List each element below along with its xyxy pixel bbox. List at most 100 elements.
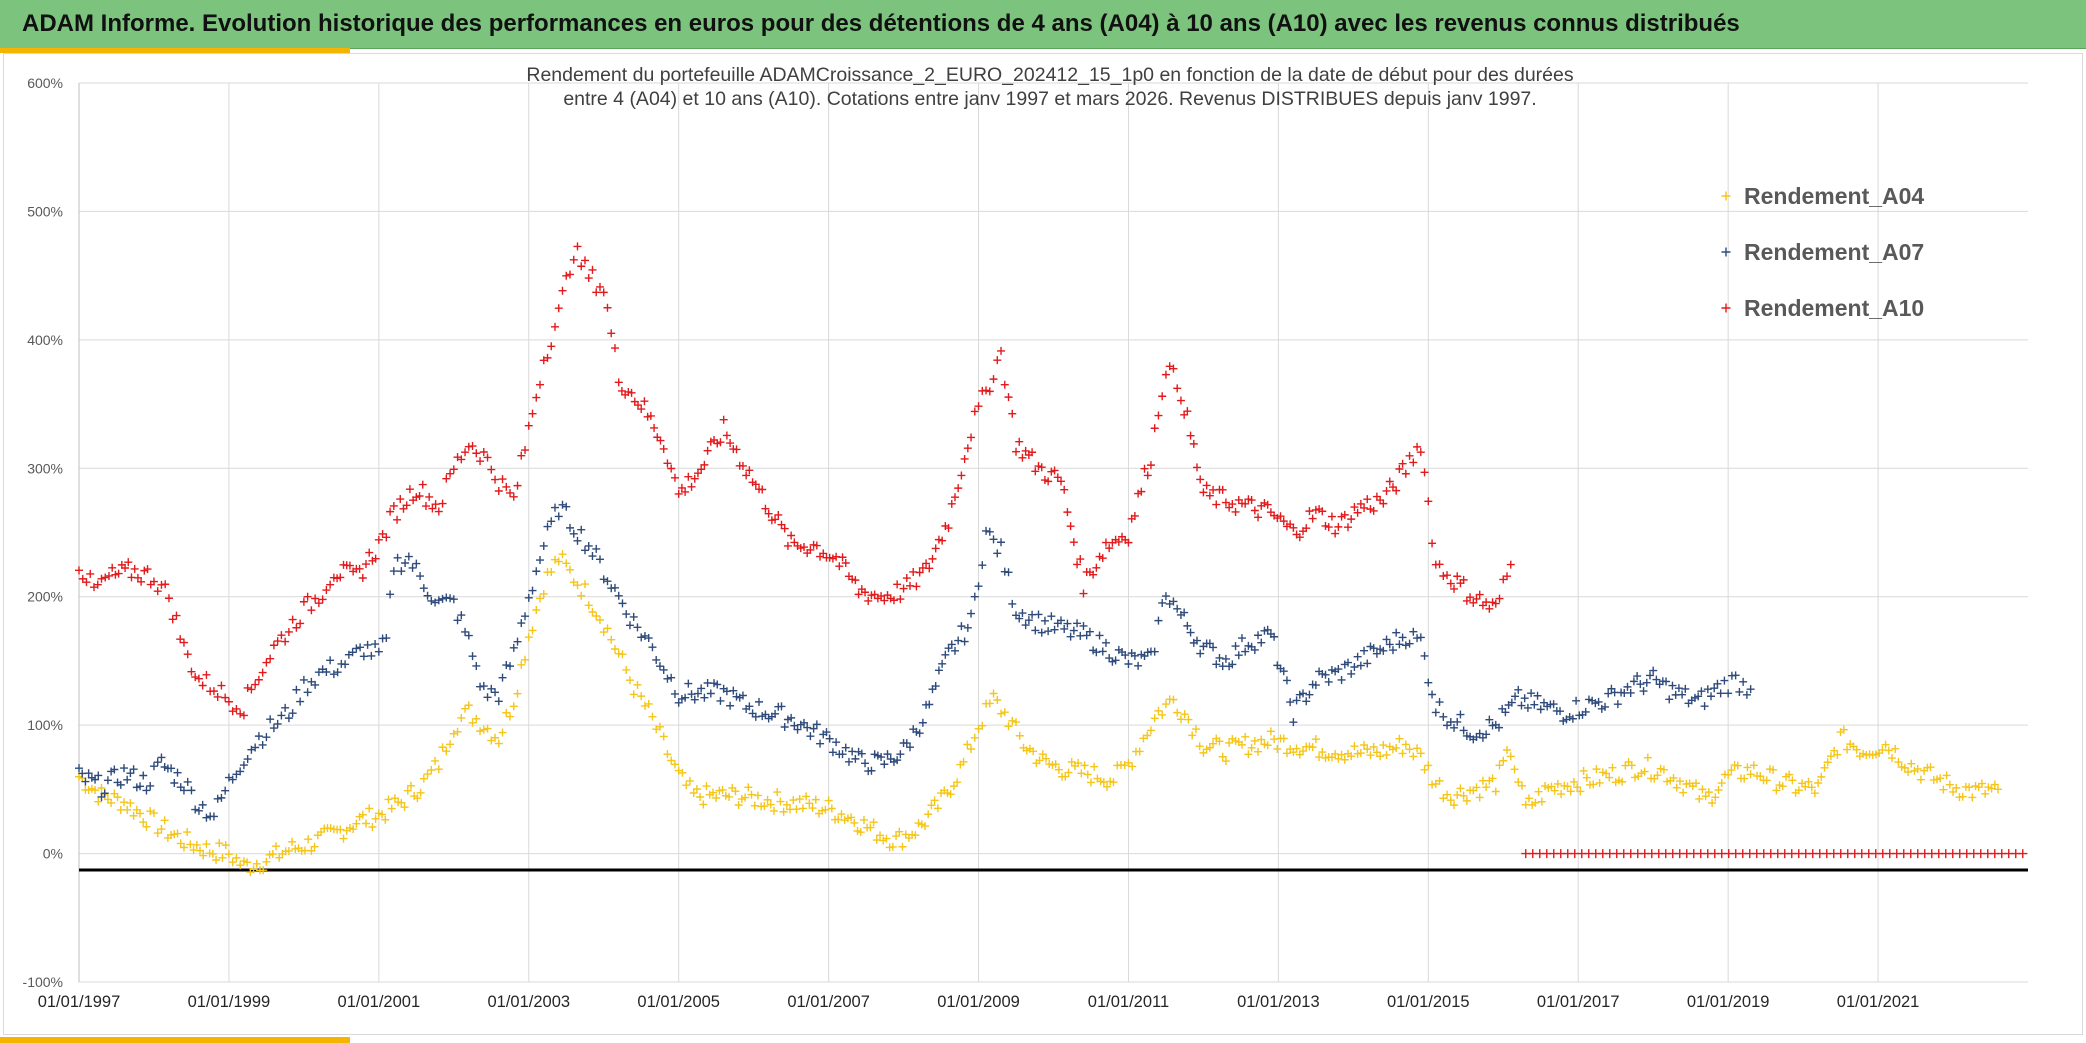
- data-point: [1405, 451, 1414, 460]
- data-point: [1343, 523, 1352, 532]
- data-point: [1485, 604, 1494, 613]
- data-point: [236, 709, 245, 718]
- data-point: [718, 785, 727, 794]
- data-point: [1311, 681, 1320, 690]
- data-point: [902, 739, 911, 748]
- data-point: [1520, 694, 1529, 703]
- data-point: [524, 421, 533, 430]
- data-point: [655, 662, 664, 671]
- data-point: [1945, 780, 1954, 789]
- data-point: [1814, 778, 1823, 787]
- data-point: [1405, 745, 1414, 754]
- data-point: [1037, 463, 1046, 472]
- data-point: [367, 651, 376, 660]
- data-point: [558, 286, 567, 295]
- accent-bar-top: [0, 48, 350, 53]
- data-point: [924, 810, 933, 819]
- data-point: [524, 633, 533, 642]
- data-point: [461, 627, 470, 636]
- data-point: [1363, 745, 1372, 754]
- data-point: [947, 499, 956, 508]
- data-point: [1369, 644, 1378, 653]
- data-point: [1674, 684, 1683, 693]
- data-point: [1047, 612, 1056, 621]
- data-point: [506, 662, 515, 671]
- data-point: [1888, 754, 1896, 763]
- data-point: [378, 810, 387, 819]
- data-point: [1018, 453, 1027, 462]
- data-point: [1746, 685, 1755, 694]
- data-point: [243, 683, 252, 692]
- chart-title-line1: Rendement du portefeuille ADAMCroissance…: [526, 64, 1573, 86]
- data-point: [146, 807, 155, 816]
- data-point: [326, 656, 335, 665]
- x-tick-label: 01/01/2007: [787, 993, 870, 1011]
- data-point: [663, 674, 672, 683]
- x-tick-label: 01/01/1997: [38, 993, 121, 1011]
- data-point: [213, 692, 222, 701]
- data-point: [1234, 651, 1243, 660]
- data-point: [967, 745, 976, 754]
- data-point: [400, 803, 409, 812]
- data-point: [403, 786, 412, 795]
- data-point: [281, 637, 290, 646]
- data-point: [1494, 723, 1503, 732]
- data-point: [1334, 665, 1343, 674]
- data-point: [1004, 568, 1013, 577]
- data-point: [1604, 689, 1613, 698]
- data-point: [427, 596, 436, 605]
- data-point: [104, 571, 113, 580]
- data-point: [1315, 753, 1324, 762]
- data-point: [1212, 660, 1221, 669]
- data-point: [221, 786, 230, 795]
- data-point: [173, 829, 182, 838]
- data-point: [1495, 594, 1504, 603]
- data-point: [1459, 791, 1468, 800]
- data-point: [1169, 597, 1178, 606]
- data-point: [1150, 647, 1159, 656]
- data-point: [777, 702, 786, 711]
- data-point: [1379, 741, 1388, 750]
- data-point: [646, 411, 655, 420]
- data-point: [1143, 471, 1152, 480]
- data-point: [716, 696, 725, 705]
- data-point: [1299, 689, 1308, 698]
- data-point: [610, 344, 619, 353]
- data-point: [468, 442, 477, 451]
- data-point: [374, 647, 383, 656]
- data-point: [771, 709, 780, 718]
- data-point: [149, 577, 158, 586]
- data-point: [1495, 761, 1504, 770]
- y-tick-label: 400%: [27, 332, 63, 348]
- data-point: [396, 495, 405, 504]
- data-point: [1143, 731, 1152, 740]
- data-point: [1392, 743, 1401, 752]
- data-point: [599, 628, 608, 637]
- data-point: [1350, 503, 1359, 512]
- data-point: [368, 823, 377, 832]
- data-point: [1443, 790, 1452, 799]
- data-point: [1057, 616, 1065, 625]
- data-point: [277, 631, 286, 640]
- data-point: [1099, 778, 1108, 787]
- data-point: [341, 660, 350, 669]
- data-point: [252, 859, 261, 868]
- data-point: [333, 668, 342, 677]
- data-point: [547, 517, 556, 526]
- data-point: [378, 529, 387, 538]
- data-point: [1392, 628, 1401, 637]
- data-point: [1826, 752, 1835, 761]
- data-point: [577, 525, 586, 534]
- data-point: [580, 546, 589, 555]
- data-point: [427, 766, 436, 775]
- data-point: [157, 825, 166, 834]
- data-point: [202, 670, 211, 679]
- data-point: [397, 567, 406, 576]
- data-point: [1311, 735, 1320, 744]
- data-point: [1746, 770, 1755, 779]
- data-point: [1105, 544, 1114, 553]
- data-point: [266, 715, 275, 724]
- data-point: [838, 750, 847, 759]
- data-point: [1347, 515, 1356, 524]
- data-point: [1189, 439, 1198, 448]
